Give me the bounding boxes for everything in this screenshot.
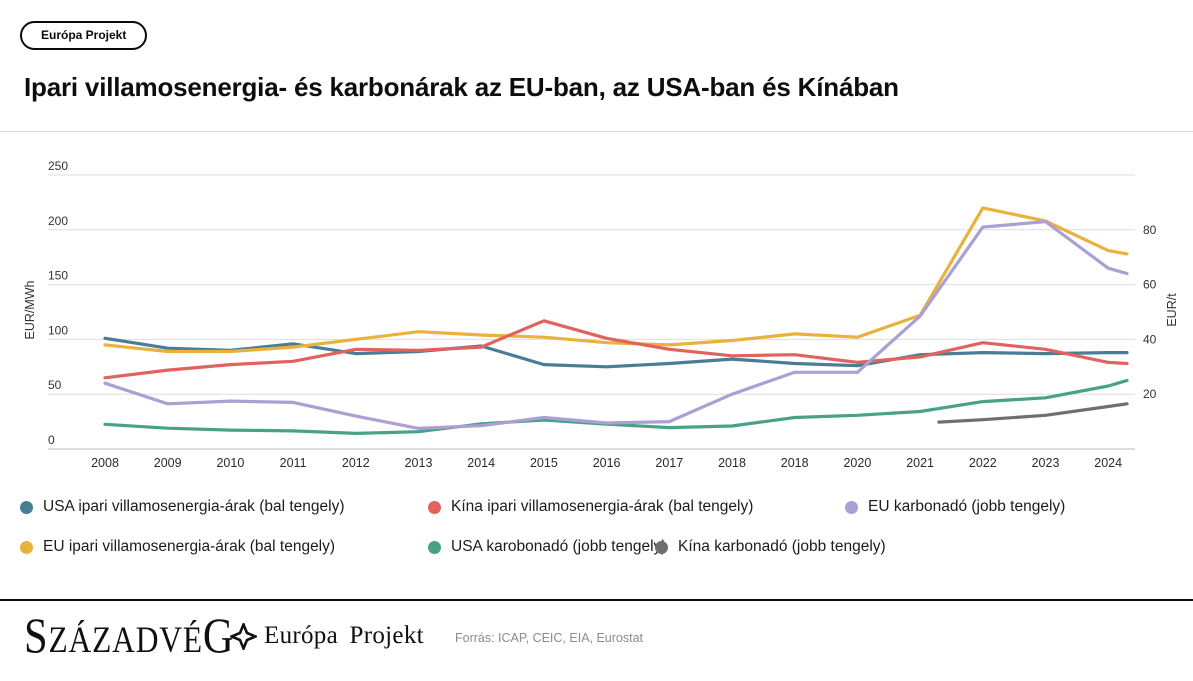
x-axis-tick-label: 2017: [655, 456, 683, 470]
legend-dot-usa-electricity: [20, 500, 33, 514]
series-line-4: [103, 220, 1129, 430]
legend-label-usa-carbon: USA karobonadó (jobb tengely): [451, 538, 667, 555]
legend-dot-eu-electricity: [20, 540, 33, 554]
legend-dot-china-carbon: [655, 540, 668, 554]
series-line-2: [103, 319, 1129, 380]
legend-label-china-carbon: Kína karbonadó (jobb tengely): [678, 538, 886, 555]
left-axis-tick-label: 150: [48, 269, 68, 283]
legend-dot-usa-carbon: [428, 540, 441, 554]
left-axis-tick-label: 250: [48, 159, 68, 173]
legend-dot-eu-carbon: [845, 500, 858, 514]
top-divider: [0, 131, 1193, 132]
series-line-3: [103, 378, 1129, 435]
x-axis-tick-label: 2023: [1032, 456, 1060, 470]
x-axis-tick-label: 2016: [593, 456, 621, 470]
x-axis-tick-label: 2018: [781, 456, 809, 470]
legend-item-usa-electricity: USA ipari villamosenergia-árak (bal teng…: [20, 496, 345, 518]
brand-letter-last: G: [202, 607, 235, 663]
brand-letters-mid: ZÁZADVÉ: [48, 620, 203, 661]
legend-label-eu-carbon: EU karbonadó (jobb tengely): [868, 498, 1066, 515]
chart-svg: 0 50 100 150 200 250 20 40 60 80 2008 2009 2010 2011 2…: [23, 159, 1179, 470]
szazadveg-logo: SZÁZADVÉG: [24, 606, 234, 664]
left-axis-tick-label: 50: [48, 378, 62, 392]
x-axis-tick-label: 2010: [216, 456, 244, 470]
x-axis-tick-label: 2015: [530, 456, 558, 470]
x-axis-tick-label: 2021: [906, 456, 934, 470]
legend-label-eu-electricity: EU ipari villamosenergia-árak (bal tenge…: [43, 538, 336, 555]
x-axis-tick-label: 2012: [342, 456, 370, 470]
left-axis-title: EUR/MWh: [23, 280, 37, 339]
legend-label-china-electricity: Kína ipari villamosenergia-árak (bal ten…: [451, 498, 754, 515]
x-axis-tick-label: 2020: [843, 456, 871, 470]
page-title: Ipari villamosenergia- és karbonárak az …: [24, 72, 899, 102]
four-point-star-icon: [230, 622, 257, 650]
left-axis-tick-label: 100: [48, 323, 68, 337]
x-axis-tick-label: 2013: [405, 456, 433, 470]
footer-divider: [0, 599, 1193, 601]
x-axis-tick-label: 2014: [467, 456, 495, 470]
right-axis-tick-label: 60: [1143, 278, 1157, 292]
right-axis-tick-label: 80: [1143, 223, 1157, 237]
brand-letter-first: S: [24, 607, 49, 663]
left-axis-tick-label: 0: [48, 433, 55, 447]
right-axis-tick-label: 20: [1143, 387, 1157, 401]
legend-item-usa-carbon: USA karobonadó (jobb tengely): [428, 536, 666, 558]
right-axis-title: EUR/t: [1165, 293, 1179, 327]
x-axis-tick-label: 2022: [969, 456, 997, 470]
left-axis-tick-label: 200: [48, 214, 68, 228]
europa-projekt-logo-text: Európa Projekt: [264, 622, 424, 649]
legend-label-usa-electricity: USA ipari villamosenergia-árak (bal teng…: [43, 498, 345, 515]
x-axis-tick-label: 2008: [91, 456, 119, 470]
legend-item-china-carbon: Kína karbonadó (jobb tengely): [655, 536, 886, 558]
x-axis-tick-label: 2009: [154, 456, 182, 470]
series-line-5: [937, 402, 1129, 424]
legend-item-eu-carbon: EU karbonadó (jobb tengely): [845, 496, 1065, 518]
chart: 0 50 100 150 200 250 20 40 60 80 2008 2009 2010 2011 2…: [0, 132, 1193, 482]
x-axis-tick-label: 2011: [280, 456, 307, 470]
right-axis-tick-label: 40: [1143, 332, 1157, 346]
x-axis-tick-label: 2024: [1094, 456, 1122, 470]
europa-projekt-badge: Európa Projekt: [20, 21, 148, 50]
source-note: Forrás: ICAP, CEIC, EIA, Eurostat: [455, 631, 644, 645]
x-axis-tick-label: 2018: [718, 456, 746, 470]
series-line-0: [103, 336, 1129, 369]
europa-projekt-logo: Európa Projekt: [230, 622, 424, 650]
legend-item-china-electricity: Kína ipari villamosenergia-árak (bal ten…: [428, 496, 753, 518]
legend-dot-china-electricity: [428, 500, 441, 514]
legend-item-eu-electricity: EU ipari villamosenergia-árak (bal tenge…: [20, 536, 335, 558]
